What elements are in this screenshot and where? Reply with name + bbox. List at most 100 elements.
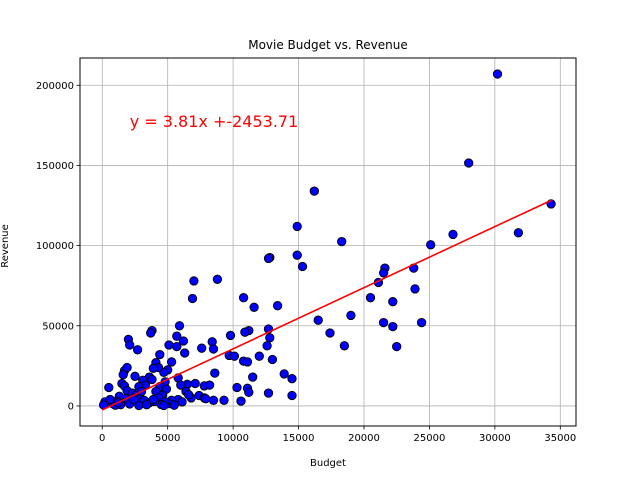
data-point [378,268,389,278]
data-point [155,349,165,360]
data-point [176,380,186,390]
y-tick-label: 100000 [36,241,74,252]
data-point [219,395,229,405]
data-point [236,396,246,406]
data-point [212,274,223,284]
data-point [263,253,274,264]
data-point [164,340,174,350]
data-point [210,368,220,378]
data-point [346,310,356,321]
x-tick-label: 20000 [348,433,380,444]
data-point [388,297,398,307]
data-point [177,397,187,407]
data-point [147,374,157,385]
data-point [125,340,135,350]
data-point [492,69,503,79]
data-point [242,357,253,367]
data-point [263,388,274,398]
data-point [130,371,140,381]
data-point [238,293,249,303]
data-point [262,341,272,351]
data-point [122,362,132,373]
x-tick-label: 25000 [414,433,446,444]
data-point [410,284,420,294]
plot-frame [79,57,577,427]
axis-ticks: 0 5000 10000 15000 20000 25000 30000 35000 0 5000… [36,81,576,444]
data-point [309,186,319,196]
data-points [98,69,556,411]
data-point [297,261,308,272]
data-point [229,351,240,361]
data-point [513,228,524,238]
data-point [313,315,323,325]
data-point [132,345,143,355]
x-tick-label: 15000 [283,433,315,444]
data-point [232,382,242,393]
data-point [279,369,289,379]
data-point [272,301,283,311]
data-point [292,221,302,232]
data-point [105,394,115,405]
y-tick-label: 200000 [36,81,74,92]
data-point [190,378,200,389]
y-tick-label: 0 [68,401,74,412]
data-point [180,348,190,358]
x-tick-label: 0 [99,433,105,444]
data-point [267,354,278,365]
x-axis-label: Budget [310,458,346,469]
data-point [172,341,182,352]
data-point [146,328,156,338]
data-point [187,293,198,304]
data-point [197,343,207,353]
data-point [365,293,376,303]
data-point [189,276,199,286]
data-point [148,394,158,405]
data-point [287,390,297,401]
data-point [244,387,254,397]
data-point [254,351,264,361]
data-point [142,400,152,410]
data-point [448,229,458,240]
data-point [172,331,182,341]
x-tick-label: 5000 [155,433,180,444]
x-tick-label: 10000 [217,433,249,444]
data-point [325,328,335,338]
data-point [159,400,169,411]
data-point [104,382,114,393]
data-point [292,250,302,260]
data-point [392,341,402,352]
data-point [240,327,250,337]
data-point [426,240,436,250]
data-point [265,333,275,343]
data-point [178,336,189,346]
data-point [169,400,179,410]
data-point [204,380,215,390]
data-point [166,357,177,367]
data-point [225,330,236,341]
x-tick-label: 30000 [479,433,511,444]
data-point [378,317,389,328]
data-point [339,341,350,351]
y-axis-label: Revenue [0,224,11,268]
data-point [174,321,185,331]
regression-line [101,199,552,411]
regression-line-group [101,199,552,411]
regression-equation: y = 3.81x +-2453.71 [130,112,299,131]
data-point [287,374,297,384]
data-point [416,317,427,328]
data-point [248,372,258,382]
chart-title: Movie Budget vs. Revenue [248,38,408,52]
data-point [118,370,128,380]
data-point [337,236,347,247]
data-point [464,158,474,168]
data-point [208,344,219,354]
data-point [183,390,194,400]
data-point [388,321,398,332]
x-tick-label: 35000 [544,433,576,444]
data-point [148,363,158,373]
data-point [249,302,259,312]
y-tick-label: 50000 [42,321,74,332]
data-point [208,395,219,405]
y-tick-label: 150000 [36,161,74,172]
